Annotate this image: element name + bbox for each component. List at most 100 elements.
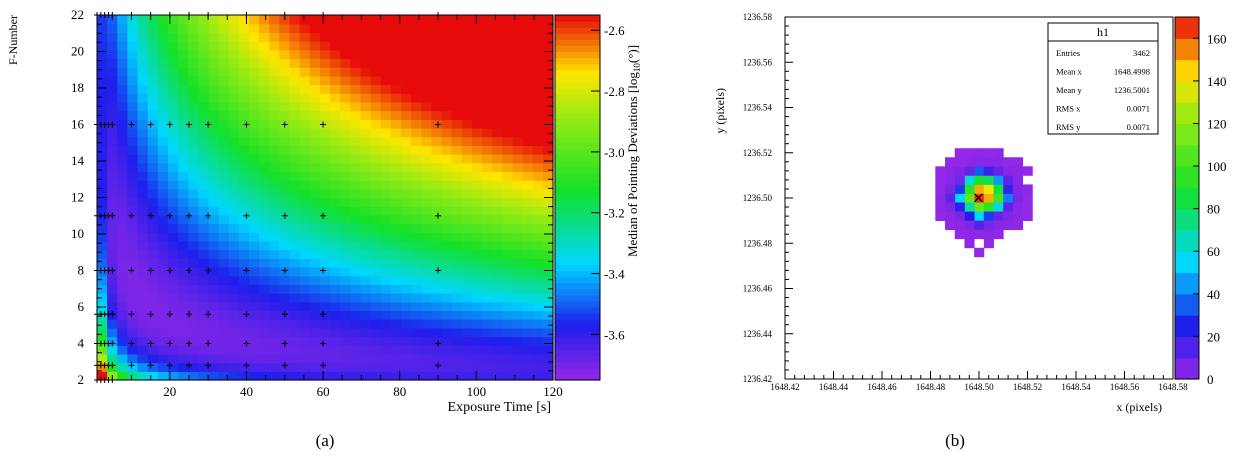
heatmap-cell	[421, 336, 432, 346]
heatmap-cell	[330, 136, 341, 146]
heatmap-cell	[401, 240, 412, 251]
heatmap-cell	[512, 145, 524, 155]
colorbar	[555, 15, 600, 381]
heatmap-cell	[117, 240, 128, 251]
heatmap-cell	[269, 188, 280, 199]
heatmap-cell	[198, 75, 210, 86]
heatmap-cell	[340, 267, 351, 277]
heatmap-cell	[127, 197, 139, 207]
heatmap-cell	[421, 362, 432, 372]
heatmap-cell	[127, 301, 139, 312]
heatmap-cell	[542, 75, 554, 86]
heatmap-cell	[147, 258, 159, 268]
heatmap-cell	[167, 319, 179, 329]
heatmap-cell	[249, 371, 260, 381]
heatmap-cell	[167, 267, 179, 277]
heatmap-cell	[178, 145, 189, 155]
heatmap-cell	[512, 188, 524, 199]
heatmap-cell	[178, 188, 189, 199]
heatmap-cell	[127, 188, 139, 199]
x-tick-label: 1648.52	[1013, 382, 1042, 392]
heatmap-cell	[249, 362, 260, 372]
heatmap-cell	[249, 110, 260, 120]
heatmap-cell	[319, 362, 331, 372]
heatmap-cell	[208, 371, 220, 381]
heatmap-cell	[188, 162, 199, 173]
heatmap-cell	[299, 310, 311, 320]
heatmap-cell	[97, 301, 108, 312]
heatmap-cell	[411, 240, 422, 251]
colorbar-band	[555, 75, 600, 83]
heatmap-cell	[461, 119, 473, 129]
heatmap-cell	[107, 275, 118, 285]
heatmap-cell	[167, 84, 179, 94]
heatmap-cell	[198, 327, 210, 338]
histogram-bin	[954, 202, 965, 212]
histogram-bin	[993, 202, 1004, 212]
heatmap-cell	[127, 32, 139, 42]
heatmap-cell	[228, 188, 240, 199]
heatmap-cell	[309, 84, 321, 94]
heatmap-cell	[259, 240, 270, 251]
heatmap-cell	[249, 345, 260, 355]
heatmap-cell	[319, 162, 331, 173]
stats-row-label: Entries	[1056, 48, 1080, 58]
heatmap-cell	[431, 84, 443, 94]
heatmap-cell	[147, 171, 159, 181]
heatmap-cell	[178, 197, 189, 207]
histogram-bin	[1022, 202, 1033, 212]
heatmap-cell	[441, 119, 453, 129]
heatmap-cell	[492, 214, 503, 225]
heatmap-cell	[117, 23, 128, 33]
histogram-bin	[964, 157, 975, 167]
heatmap-cell	[137, 214, 149, 225]
heatmap-cell	[218, 49, 230, 60]
heatmap-cell	[482, 145, 493, 155]
heatmap-cell	[188, 327, 199, 338]
heatmap-cell	[522, 267, 534, 277]
heatmap-cell	[451, 336, 463, 346]
heatmap-cell	[137, 171, 149, 181]
heatmap-cell	[97, 145, 108, 155]
heatmap-cell	[178, 293, 189, 303]
heatmap-cell	[330, 301, 341, 312]
colorbar-band	[555, 15, 600, 22]
heatmap-cell	[269, 49, 280, 60]
heatmap-cell	[471, 214, 483, 225]
heatmap-cell	[482, 15, 493, 25]
colorbar-tick-label: 120	[1207, 116, 1227, 131]
measurement-marker	[243, 212, 250, 219]
heatmap-cell	[411, 15, 422, 25]
heatmap-cell	[522, 345, 534, 355]
heatmap-cell	[492, 180, 503, 190]
heatmap-cell	[157, 301, 169, 312]
colorbar-band	[1175, 293, 1199, 316]
stats-row-label: RMS y	[1056, 122, 1081, 132]
heatmap-cell	[299, 23, 311, 33]
heatmap-cell	[269, 154, 280, 164]
heatmap-cell	[117, 275, 128, 285]
heatmap-cell	[319, 206, 331, 216]
heatmap-cell	[188, 249, 199, 259]
heatmap-cell	[157, 145, 169, 155]
heatmap-cell	[370, 232, 382, 242]
heatmap-cell	[401, 301, 412, 312]
colorbar-band	[555, 234, 600, 241]
heatmap-cell	[542, 258, 554, 268]
heatmap-cell	[390, 84, 402, 94]
heatmap-cell	[147, 214, 159, 225]
histogram-bin	[1012, 175, 1024, 185]
heatmap-cell	[350, 23, 362, 33]
heatmap-cell	[542, 267, 554, 277]
colorbar-band	[1175, 80, 1199, 103]
heatmap-cell	[107, 145, 118, 155]
heatmap-cell	[218, 110, 230, 120]
heatmap-cell	[249, 197, 260, 207]
heatmap-cell	[492, 110, 503, 120]
heatmap-cell	[309, 232, 321, 242]
heatmap-cell	[542, 171, 554, 181]
colorbar-band	[555, 227, 600, 235]
heatmap-cell	[512, 101, 524, 112]
heatmap-cell	[340, 93, 351, 103]
heatmap-cell	[512, 110, 524, 120]
